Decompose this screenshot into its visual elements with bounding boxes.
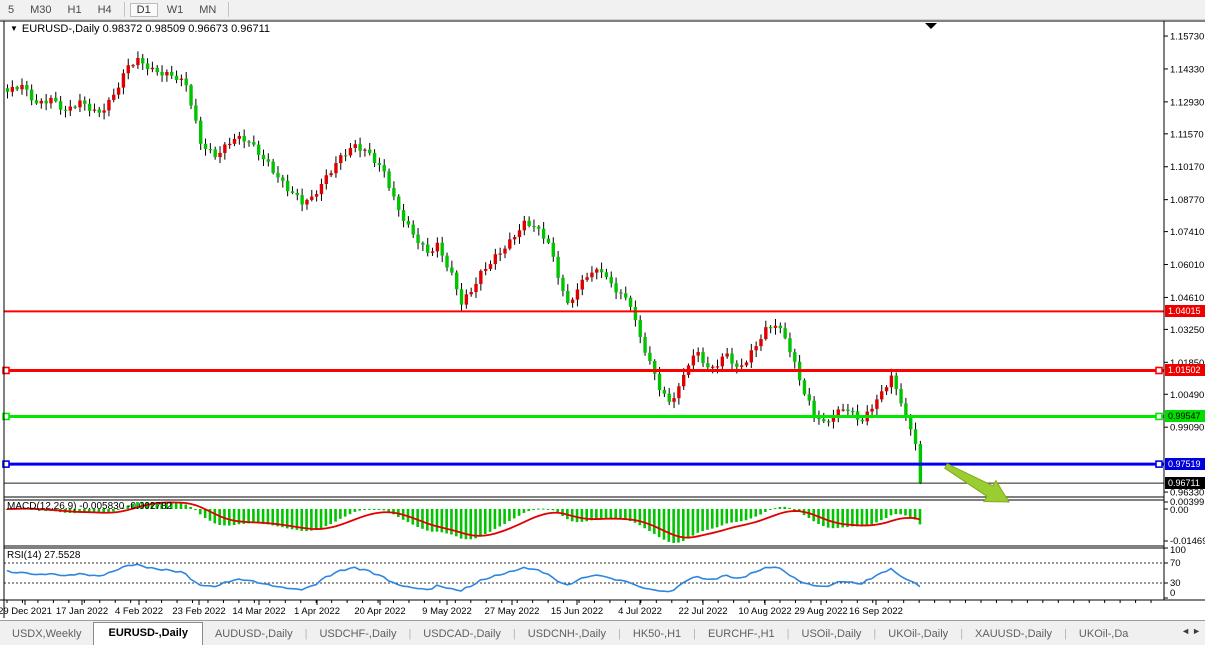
svg-text:1.04610: 1.04610 bbox=[1170, 293, 1204, 304]
timeframe-button-w1[interactable]: W1 bbox=[166, 3, 184, 16]
svg-text:70: 70 bbox=[1170, 558, 1181, 569]
tab-usoil-daily[interactable]: USOil-,Daily bbox=[801, 628, 862, 640]
svg-text:20 Apr 2022: 20 Apr 2022 bbox=[354, 606, 405, 617]
price-line-label: 0.99547 bbox=[1165, 410, 1205, 423]
rsi-name: RSI(14) bbox=[7, 550, 42, 561]
symbol-dropdown-icon: ▼ bbox=[10, 24, 18, 33]
macd-values: -0.005830 -0.002782 bbox=[79, 501, 173, 512]
tab-separator: | bbox=[786, 628, 790, 640]
svg-text:4 Jul 2022: 4 Jul 2022 bbox=[618, 606, 662, 617]
rsi-indicator-label: RSI(14) 27.5528 bbox=[7, 550, 80, 561]
chart-symbol-period: EURUSD-,Daily bbox=[21, 23, 100, 35]
price-axis[interactable]: 1.15730 1.14330 1.12930 1.11570 1.10170 1.087… bbox=[1164, 32, 1205, 599]
svg-text:1.08770: 1.08770 bbox=[1170, 195, 1204, 206]
svg-text:30: 30 bbox=[1170, 578, 1181, 589]
tab-eurusd-daily[interactable]: EURUSD-,Daily bbox=[93, 622, 203, 645]
toolbar-separator bbox=[123, 2, 125, 17]
chart-tabs-bar[interactable]: USDX,Weekly EURUSD-,Daily AUDUSD-,Daily | US… bbox=[0, 620, 1205, 645]
tab-scroll-left-icon[interactable]: ◄ bbox=[1181, 626, 1193, 636]
svg-text:15 Jun 2022: 15 Jun 2022 bbox=[551, 606, 603, 617]
svg-text:1.01850: 1.01850 bbox=[1170, 358, 1204, 369]
svg-text:1.03250: 1.03250 bbox=[1170, 325, 1204, 336]
tab-eurchf-h1[interactable]: EURCHF-,H1 bbox=[708, 628, 775, 640]
tab-usdx-weekly[interactable]: USDX,Weekly bbox=[12, 628, 82, 640]
tab-separator: | bbox=[693, 628, 697, 640]
svg-text:16 Sep 2022: 16 Sep 2022 bbox=[849, 606, 903, 617]
macd-signal-line bbox=[6, 501, 921, 539]
timeframe-button-h4[interactable]: H4 bbox=[97, 3, 112, 16]
tab-separator: | bbox=[873, 628, 877, 640]
tab-ukoil-da[interactable]: UKOil-,Da bbox=[1078, 628, 1129, 640]
svg-text:-0.01469: -0.01469 bbox=[1170, 536, 1205, 547]
tab-xauusd-daily[interactable]: XAUUSD-,Daily bbox=[975, 628, 1053, 640]
scroll-end-marker-icon bbox=[925, 23, 937, 29]
current-price-label: 0.96711 bbox=[1165, 477, 1205, 490]
macd-indicator-label: MACD(12,26,9) -0.005830 -0.002782 bbox=[7, 501, 172, 512]
price-line-label: 1.01502 bbox=[1165, 364, 1205, 377]
price-line-label: 0.97519 bbox=[1165, 458, 1205, 471]
candles bbox=[5, 51, 923, 485]
svg-text:1 Apr 2022: 1 Apr 2022 bbox=[294, 606, 340, 617]
svg-text:9 May 2022: 9 May 2022 bbox=[422, 606, 472, 617]
rsi-value: 27.5528 bbox=[44, 550, 81, 561]
timeframe-toolbar[interactable]: 5 M30 H1 H4 D1 W1 MN bbox=[0, 0, 1205, 20]
date-axis[interactable]: 29 Dec 2021 17 Jan 2022 4 Feb 2022 23 Feb 2… bbox=[0, 600, 1152, 617]
svg-text:29 Dec 2021: 29 Dec 2021 bbox=[0, 606, 52, 617]
tab-scroll-right-icon[interactable]: ► bbox=[1192, 626, 1203, 636]
svg-text:4 Feb 2022: 4 Feb 2022 bbox=[115, 606, 163, 617]
down-arrow-annotation[interactable] bbox=[940, 456, 1015, 513]
svg-text:10 Aug 2022: 10 Aug 2022 bbox=[738, 606, 791, 617]
timeframe-button-mn[interactable]: MN bbox=[199, 3, 217, 16]
svg-text:14 Mar 2022: 14 Mar 2022 bbox=[232, 606, 285, 617]
svg-text:1.11570: 1.11570 bbox=[1170, 129, 1204, 140]
rsi-levels bbox=[4, 562, 1164, 584]
tab-hk50-h1[interactable]: HK50-,H1 bbox=[632, 628, 682, 640]
svg-text:23 Feb 2022: 23 Feb 2022 bbox=[172, 606, 225, 617]
tab-separator: | bbox=[512, 628, 516, 640]
macd-name: MACD(12,26,9) bbox=[7, 501, 77, 512]
svg-text:1.10170: 1.10170 bbox=[1170, 162, 1204, 173]
tab-ukoil-daily[interactable]: UKOil-,Daily bbox=[888, 628, 949, 640]
pane-borders bbox=[0, 20, 1205, 618]
svg-text:1.12930: 1.12930 bbox=[1170, 97, 1204, 108]
svg-text:1.00490: 1.00490 bbox=[1170, 390, 1204, 401]
svg-text:1.15730: 1.15730 bbox=[1170, 32, 1204, 43]
svg-text:1.06010: 1.06010 bbox=[1170, 260, 1204, 271]
svg-text:0.96330: 0.96330 bbox=[1170, 488, 1204, 499]
timeframe-button-5[interactable]: 5 bbox=[8, 3, 15, 16]
chart-ohlc-values: 0.98372 0.98509 0.96673 0.96711 bbox=[102, 23, 271, 35]
tab-usdcnh-daily[interactable]: USDCNH-,Daily bbox=[527, 628, 607, 640]
timeframe-button-d1[interactable]: D1 bbox=[129, 2, 158, 17]
svg-text:0.00399: 0.00399 bbox=[1170, 497, 1204, 508]
svg-text:17 Jan 2022: 17 Jan 2022 bbox=[56, 606, 108, 617]
svg-text:0.00: 0.00 bbox=[1170, 505, 1189, 516]
svg-text:1.14330: 1.14330 bbox=[1170, 64, 1204, 75]
chart-canvas[interactable]: 1.15730 1.14330 1.12930 1.11570 1.10170 1.087… bbox=[0, 0, 1205, 620]
rsi-line bbox=[6, 563, 921, 593]
svg-text:29 Aug 2022: 29 Aug 2022 bbox=[794, 606, 847, 617]
tab-audusd-daily[interactable]: AUDUSD-,Daily bbox=[214, 628, 293, 640]
chart-title-bar: ▼ EURUSD-,Daily 0.98372 0.98509 0.96673 0… bbox=[10, 23, 270, 35]
price-line-label: 1.04015 bbox=[1165, 305, 1205, 318]
tab-separator: | bbox=[618, 628, 621, 640]
svg-text:100: 100 bbox=[1170, 545, 1186, 556]
svg-text:27 May 2022: 27 May 2022 bbox=[485, 606, 540, 617]
timeframe-button-m30[interactable]: M30 bbox=[30, 3, 52, 16]
tab-separator: | bbox=[960, 628, 964, 640]
svg-text:0: 0 bbox=[1170, 588, 1175, 599]
tab-separator: | bbox=[304, 628, 308, 640]
toolbar-separator bbox=[228, 2, 230, 17]
horizontal-line-objects[interactable] bbox=[2, 310, 1164, 468]
tab-separator: | bbox=[408, 628, 412, 640]
svg-text:22 Jul 2022: 22 Jul 2022 bbox=[678, 606, 727, 617]
tab-usdcad-daily[interactable]: USDCAD-,Daily bbox=[423, 628, 501, 640]
tab-separator: | bbox=[1064, 628, 1067, 640]
timeframe-button-h1[interactable]: H1 bbox=[67, 3, 82, 16]
tab-usdchf-daily[interactable]: USDCHF-,Daily bbox=[319, 628, 397, 640]
svg-text:1.07410: 1.07410 bbox=[1170, 227, 1204, 238]
tab-scroll-arrows[interactable]: ◄► bbox=[1181, 626, 1203, 636]
svg-text:0.99090: 0.99090 bbox=[1170, 423, 1204, 434]
